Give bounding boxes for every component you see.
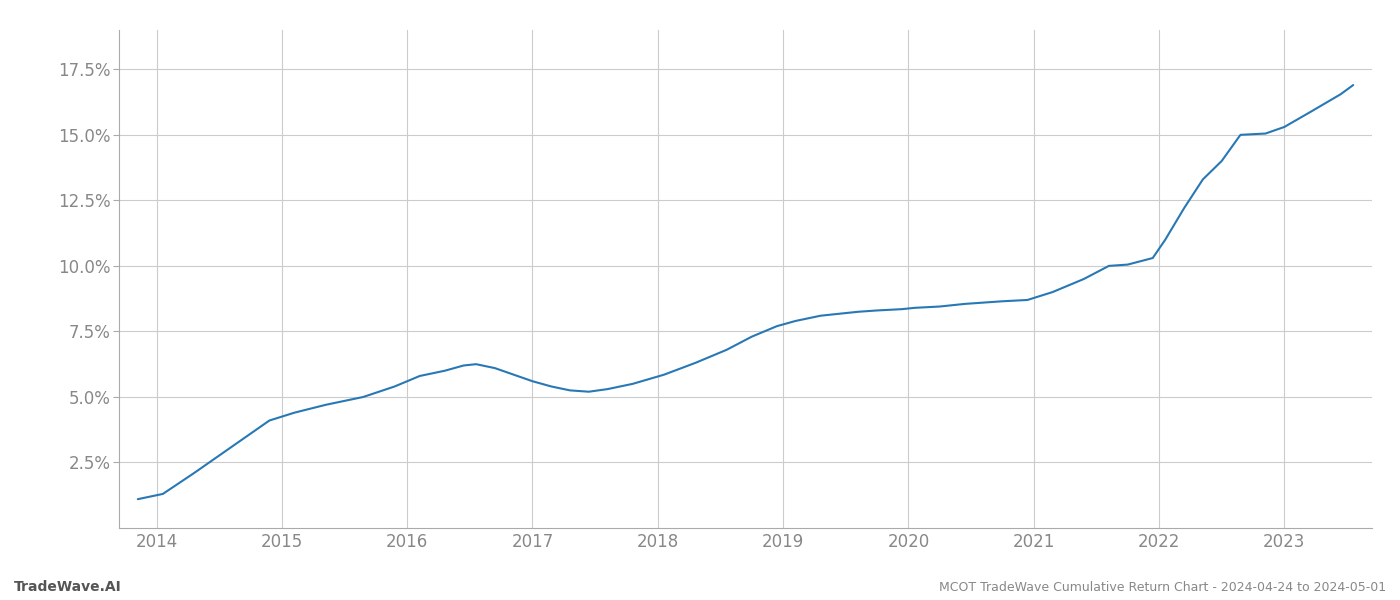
Text: MCOT TradeWave Cumulative Return Chart - 2024-04-24 to 2024-05-01: MCOT TradeWave Cumulative Return Chart -… <box>939 581 1386 594</box>
Text: TradeWave.AI: TradeWave.AI <box>14 580 122 594</box>
